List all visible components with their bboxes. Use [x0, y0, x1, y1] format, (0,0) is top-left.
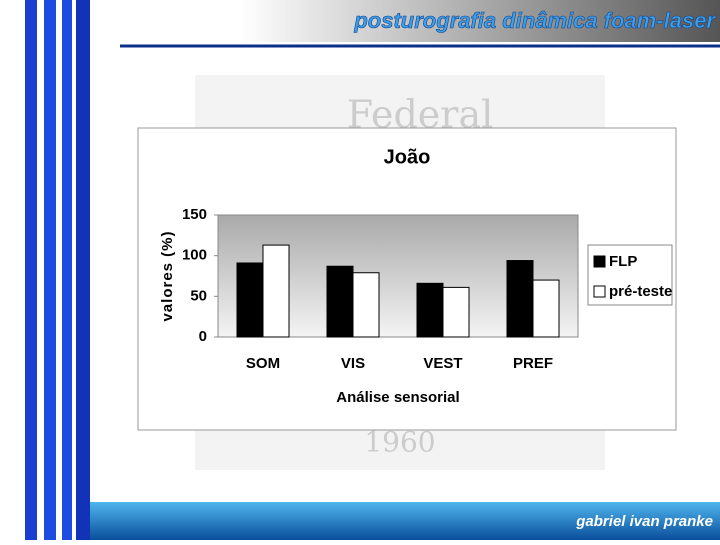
stripe	[62, 0, 72, 540]
footer-band	[90, 502, 720, 540]
watermark-text: 1960	[364, 426, 435, 459]
chart-title: João	[384, 146, 431, 168]
stripe	[44, 0, 56, 540]
legend-label: pré-teste	[609, 283, 672, 300]
bar	[532, 279, 560, 338]
bar	[506, 260, 534, 338]
x-tick-label: VEST	[423, 355, 462, 372]
x-tick-label: VIS	[341, 355, 365, 372]
stripe	[76, 0, 90, 540]
bar	[442, 286, 470, 338]
y-tick-label: 100	[182, 247, 207, 264]
slide-title: posturografia dinâmica foam-laser	[353, 8, 716, 33]
legend-label: FLP	[609, 253, 637, 270]
bar	[262, 244, 290, 338]
x-axis-title: Análise sensorial	[336, 389, 459, 406]
bar	[352, 272, 380, 338]
x-tick-label: SOM	[246, 355, 280, 372]
legend-swatch	[593, 255, 606, 268]
stripe	[25, 0, 37, 540]
y-tick-label: 50	[190, 287, 207, 304]
bar	[326, 265, 354, 338]
x-tick-label: PREF	[513, 355, 553, 372]
y-tick-label: 150	[182, 206, 207, 223]
footer-text: gabriel ivan pranke	[575, 513, 713, 530]
legend-swatch	[593, 285, 606, 298]
y-axis-title: valores (%)	[159, 230, 176, 321]
y-tick-label: 0	[199, 328, 207, 345]
header-band	[240, 0, 720, 42]
bar	[236, 262, 264, 338]
bar	[416, 282, 444, 338]
